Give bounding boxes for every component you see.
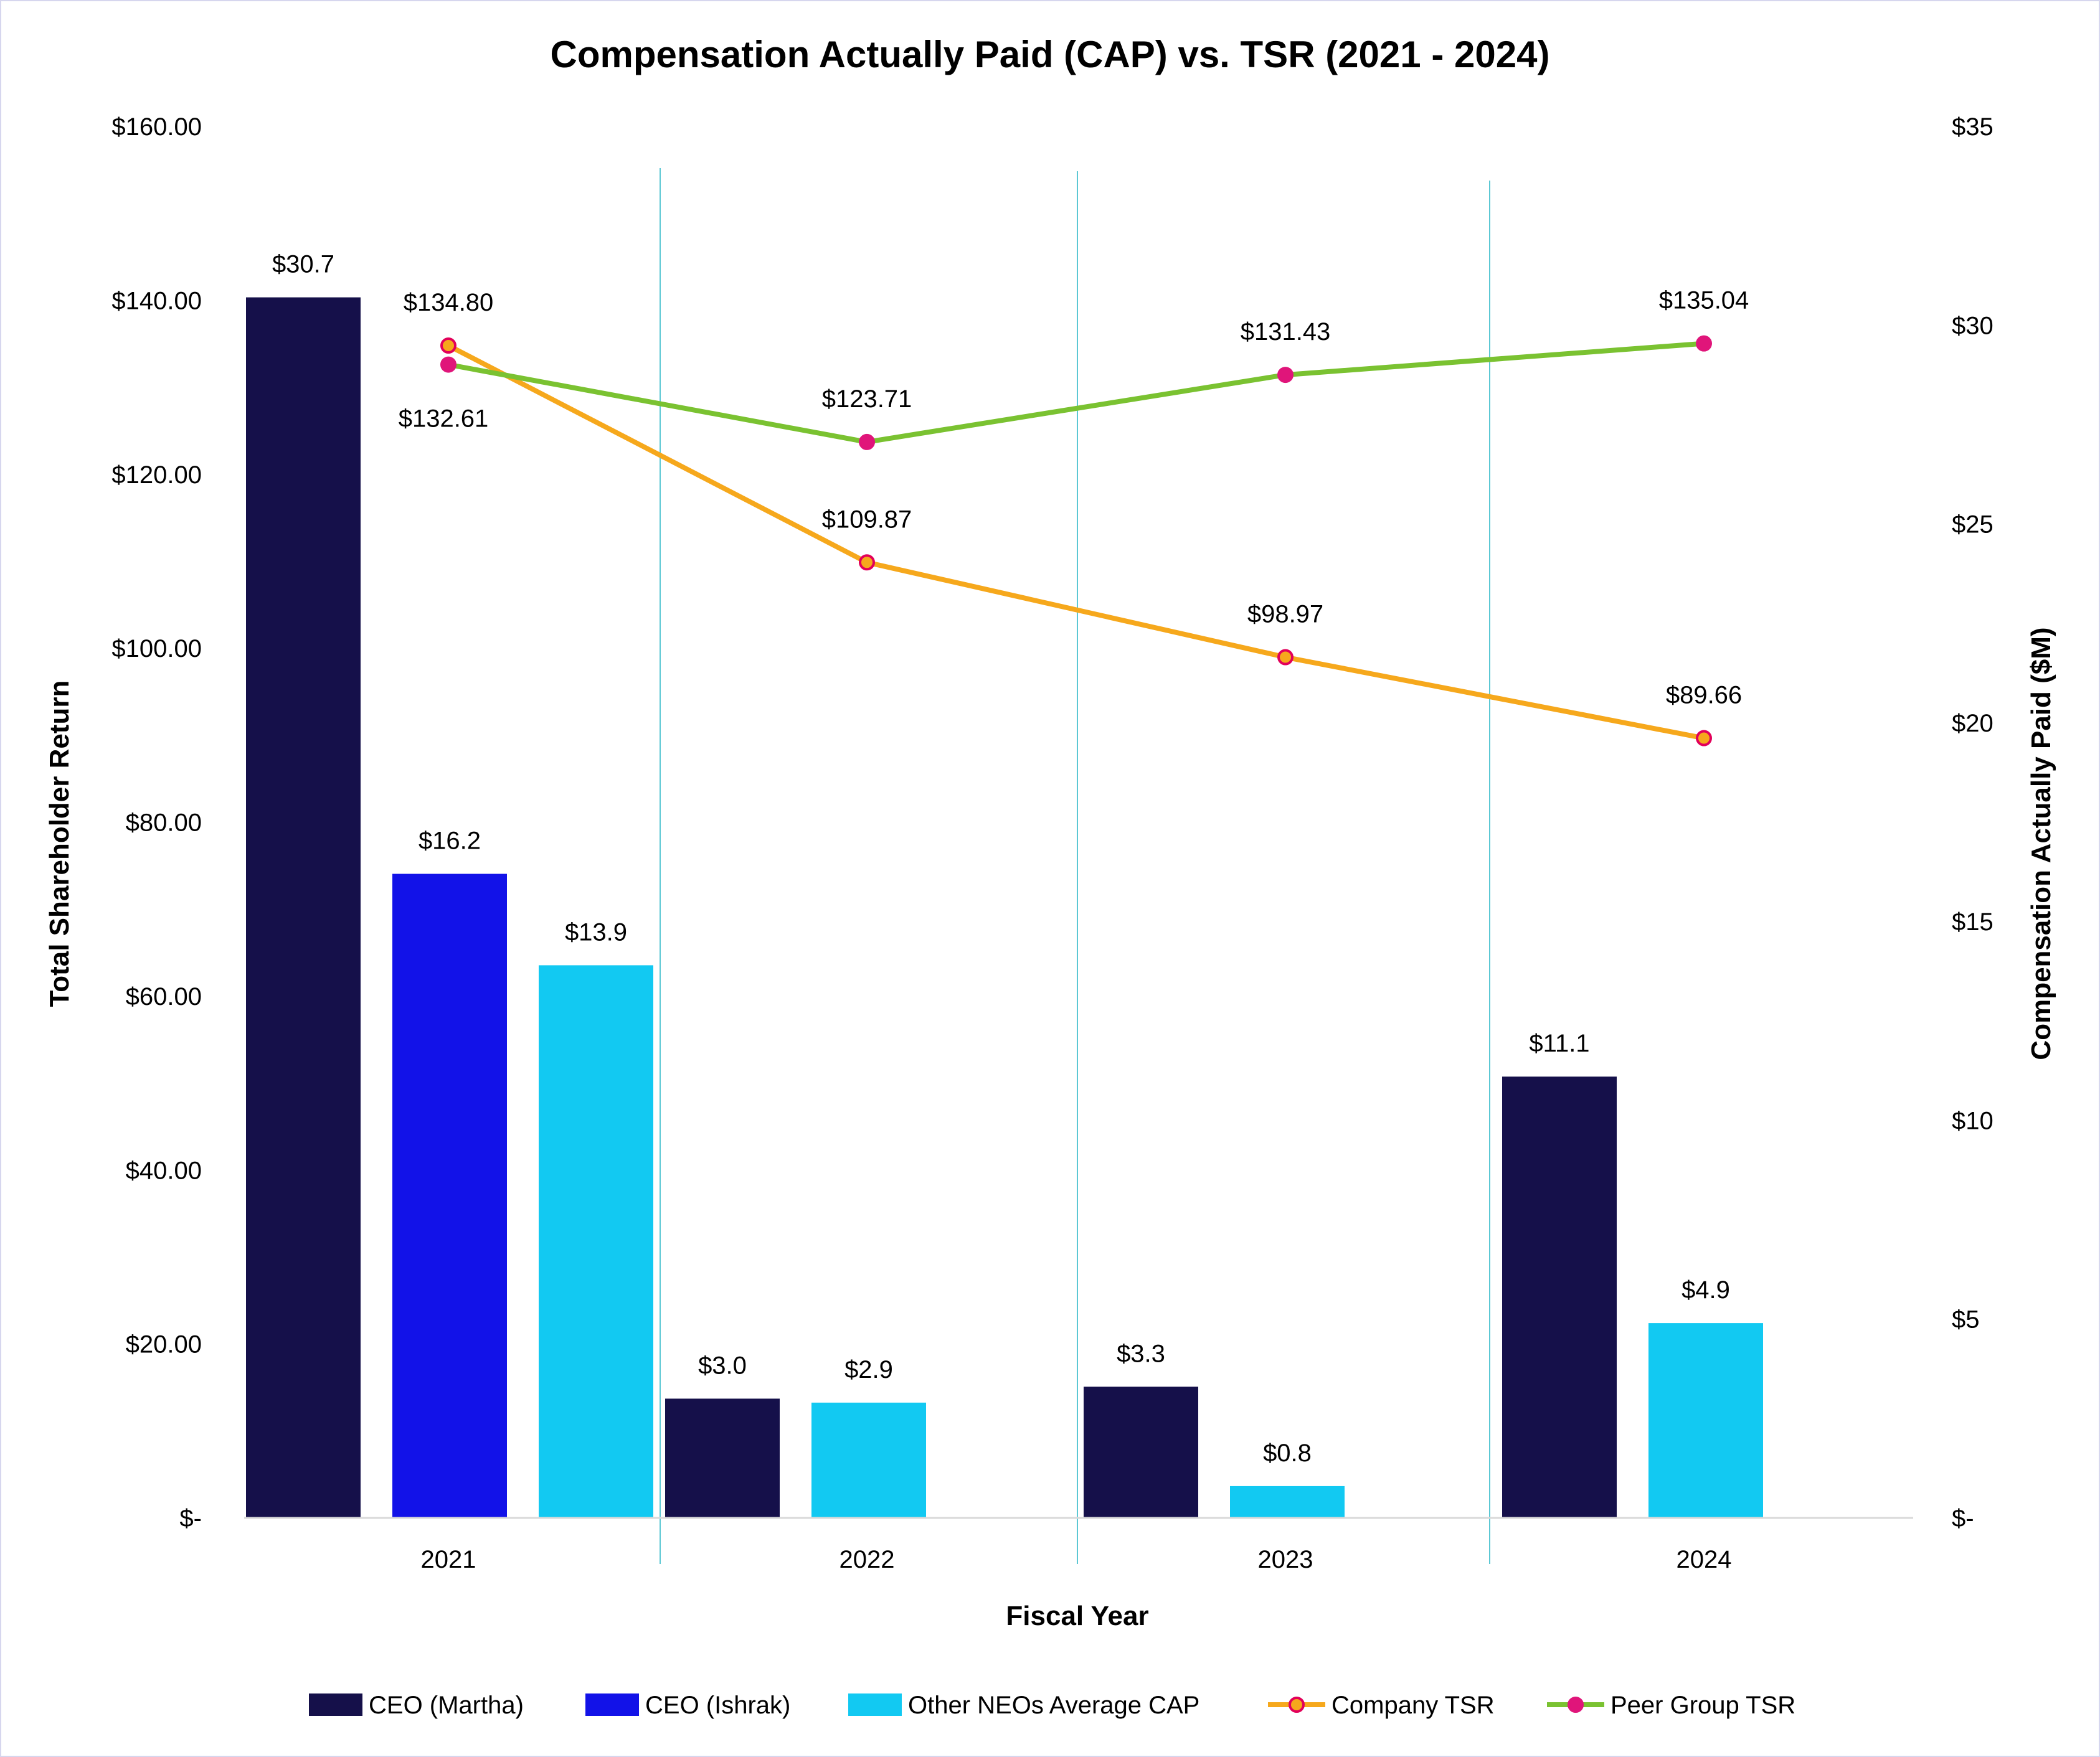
bar [1648,1323,1763,1518]
bar-value-label: $0.8 [1263,1439,1312,1467]
tsr-lines: $134.80 $109.87 $98.97 $89.66 $132.61 $123.71… [399,287,1749,747]
right-axis-ticks: $- $5 $10 $15 $20 $25 $30 $35 [1952,113,1994,1532]
x-axis-categories: 2021 2022 2023 2024 [421,1546,1732,1573]
legend: CEO (Martha) CEO (Ishrak) Other NEOs Avera… [309,1692,1795,1719]
left-tick-label: $120.00 [111,461,202,489]
tsr-line [448,341,1705,445]
tsr-value-label: $98.97 [1247,601,1323,628]
tsr-value-label: $134.80 [404,289,494,316]
tsr-point [440,337,456,354]
bar-value-label: $3.3 [1117,1340,1165,1367]
bar [539,965,653,1518]
x-category-label: 2023 [1258,1546,1313,1573]
tsr-point [440,356,456,373]
right-tick-label: $15 [1952,908,1994,936]
tsr-value-label: $89.66 [1666,682,1742,709]
bar [665,1398,780,1518]
right-tick-label: $30 [1952,312,1994,339]
right-tick-label: $25 [1952,511,1994,539]
right-tick-label: $20 [1952,710,1994,737]
tsr-value-label: $109.87 [822,506,912,533]
bar [1084,1387,1198,1518]
right-tick-label: $5 [1952,1306,1980,1334]
bar [1230,1486,1345,1518]
bar [246,297,361,1519]
left-tick-label: $20.00 [126,1331,202,1359]
x-category-label: 2022 [840,1546,895,1573]
tsr-point [1696,335,1712,352]
right-tick-label: $35 [1952,113,1994,141]
tsr-value-label: $123.71 [822,385,912,413]
left-tick-label: $- [179,1505,202,1532]
legend-label: Other NEOs Average CAP [908,1692,1199,1719]
tsr-value-label: $135.04 [1659,287,1749,314]
tsr-point [1696,730,1712,747]
x-axis-title: Fiscal Year [1006,1601,1148,1631]
right-tick-label: $- [1952,1505,1974,1532]
x-category-label: 2024 [1677,1546,1732,1573]
bar-value-label: $3.0 [698,1352,747,1379]
bar-value-label: $30.7 [272,251,334,278]
bar [392,874,507,1518]
legend-label: CEO (Ishrak) [645,1692,790,1719]
left-tick-label: $40.00 [126,1157,202,1184]
tsr-value-label: $131.43 [1241,318,1331,346]
bar [1502,1076,1617,1518]
x-category-label: 2021 [421,1546,476,1573]
left-axis-ticks: $- $20.00 $40.00 $60.00 $80.00 $100.00 $120.00… [111,113,202,1532]
legend-label: Company TSR [1331,1692,1495,1719]
chart-title: Compensation Actually Paid (CAP) vs. TSR… [551,34,1550,75]
tsr-line [447,343,1705,741]
right-tick-label: $10 [1952,1107,1994,1134]
left-tick-label: $160.00 [111,113,202,141]
legend-swatch [848,1693,902,1716]
legend-marker [1289,1697,1305,1713]
bars: $30.7 $16.2 $13.9 $3.0 $2.9 $3.3 $0.8 $11.1 $4.9 [246,251,1763,1519]
year-dividers [660,168,1490,1564]
tsr-point [1277,649,1294,666]
left-tick-label: $80.00 [126,809,202,837]
tsr-point [1277,367,1294,384]
bar-value-label: $11.1 [1529,1030,1589,1057]
legend-label: Peer Group TSR [1610,1692,1795,1719]
bar-value-label: $13.9 [565,918,627,946]
left-tick-label: $60.00 [126,983,202,1010]
legend-swatch [585,1693,639,1716]
bar-value-label: $16.2 [419,827,481,855]
left-tick-label: $100.00 [111,635,202,662]
legend-swatch [309,1693,362,1716]
tsr-point [859,433,875,450]
right-axis-title: Compensation Actually Paid ($M) [2026,627,2056,1060]
bar-value-label: $4.9 [1681,1276,1730,1304]
left-axis-title: Total Shareholder Return [44,681,75,1007]
tsr-point [859,554,875,571]
left-tick-label: $140.00 [111,287,202,314]
bar-value-label: $2.9 [844,1356,893,1383]
bar [811,1402,926,1518]
legend-marker [1568,1697,1584,1713]
legend-label: CEO (Martha) [369,1692,524,1719]
tsr-value-label: $132.61 [399,405,489,433]
